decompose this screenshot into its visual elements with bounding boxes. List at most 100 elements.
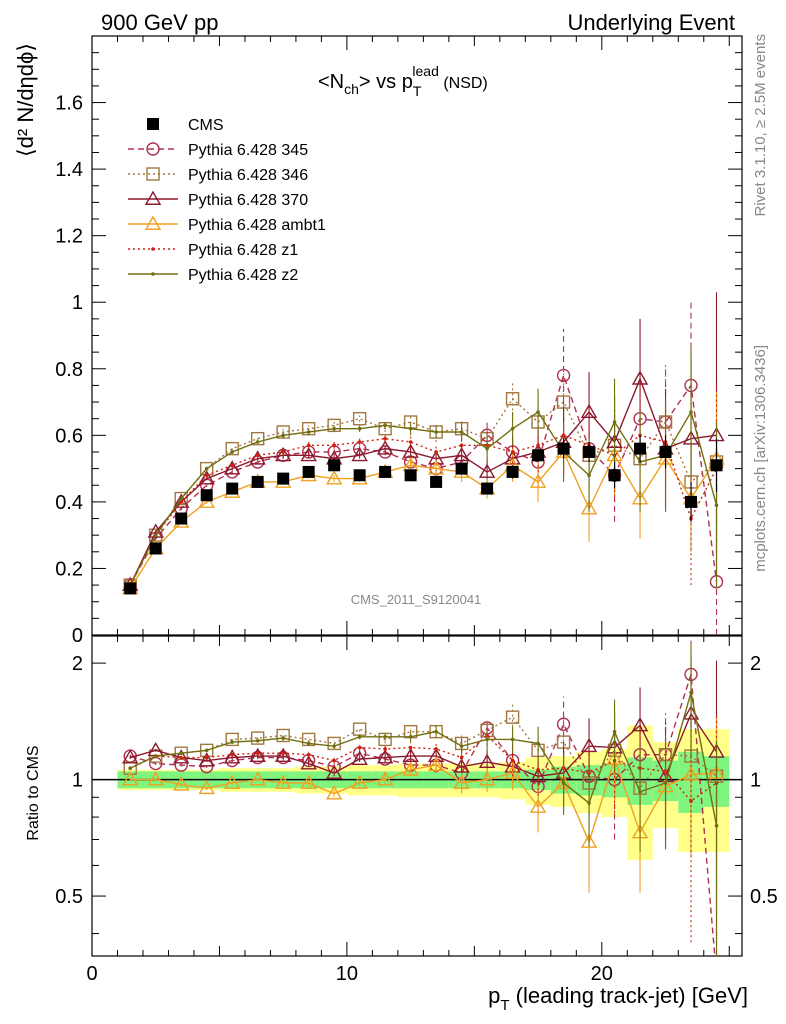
ratio-point <box>689 799 693 803</box>
main-point <box>352 411 367 426</box>
main-point <box>453 446 470 462</box>
legend-item: CMS <box>147 117 224 134</box>
main-point <box>230 463 234 468</box>
main-point <box>434 430 438 434</box>
main-point <box>300 446 317 462</box>
main-point <box>306 430 311 434</box>
main-point <box>204 473 209 478</box>
ratio-point <box>153 754 158 758</box>
main-series <box>123 302 724 635</box>
ratio-point <box>561 781 566 785</box>
ratio-point <box>459 755 464 760</box>
main-point <box>277 472 290 485</box>
ratio-point <box>580 833 598 848</box>
main-point <box>383 436 387 441</box>
main-panel: 0 0.2 0.4 0.6 0.8 1 1.2 1.4 1.6 <box>55 35 743 647</box>
legend-marker <box>151 272 155 276</box>
ratio-point <box>255 751 260 755</box>
ratio-series-line <box>129 734 717 803</box>
ratio-point <box>638 789 642 794</box>
ratio-point <box>427 756 445 772</box>
ratio-point <box>128 766 133 771</box>
main-point <box>225 441 239 456</box>
main-point <box>580 500 598 515</box>
ratio-point <box>478 753 496 768</box>
main-point <box>455 462 468 475</box>
ratio-y-tick-label-right: 2 <box>750 653 761 675</box>
ratio-point <box>250 731 265 745</box>
main-y-tick-label: 0.8 <box>55 359 83 381</box>
ratio-point <box>179 755 184 760</box>
ratio-point <box>352 722 367 736</box>
ratio-point <box>434 729 438 734</box>
ratio-point <box>223 774 241 789</box>
main-y-tick-label: 1 <box>72 292 83 314</box>
main-point <box>332 426 336 431</box>
main-y-tick-label: 1.6 <box>55 93 83 115</box>
x-axis-label: pT (leading track-jet) [GeV] <box>488 983 748 1014</box>
main-point <box>274 446 292 462</box>
analysis-watermark: CMS_2011_S9120041 <box>351 592 482 607</box>
main-y-tick-label: 0 <box>72 625 83 647</box>
ratio-ylabel: Ratio to CMS <box>25 745 42 840</box>
ratio-point <box>510 737 515 742</box>
legend-label: Pythia 6.428 345 <box>188 142 308 159</box>
ratio-point <box>689 690 693 695</box>
main-title-sub1: ch <box>344 81 359 97</box>
main-point <box>255 453 260 458</box>
main-point <box>223 460 241 475</box>
main-point <box>408 440 413 444</box>
main-point <box>204 466 209 471</box>
x-axis-label-sub: T <box>500 997 509 1014</box>
main-point <box>510 450 515 454</box>
ratio-point <box>408 734 413 739</box>
main-series-line <box>129 397 717 586</box>
main-point <box>583 445 596 458</box>
main-point <box>478 463 496 478</box>
main-point <box>332 443 336 448</box>
main-point <box>198 470 215 485</box>
main-point <box>353 469 366 482</box>
ratio-point <box>631 717 649 732</box>
main-title-tail: (NSD) <box>439 75 488 92</box>
ratio-point <box>376 749 394 764</box>
main-point <box>173 493 190 508</box>
main-point <box>634 442 647 455</box>
x-axis-label-tail: (leading track-jet) [GeV] <box>510 983 748 1008</box>
main-point <box>281 450 285 454</box>
ratio-point <box>225 732 239 747</box>
main-point <box>325 470 343 485</box>
ratio-point <box>300 774 317 789</box>
main-point <box>485 446 489 451</box>
main-point <box>200 489 213 502</box>
ratio-point <box>529 798 547 813</box>
ratio-y-tick-label: 2 <box>72 653 83 675</box>
ratio-point <box>325 764 343 779</box>
main-point <box>175 512 188 525</box>
main-point <box>357 440 362 444</box>
main-ylabel: ⟨d² N/dηdϕ⟩ <box>13 43 38 157</box>
ratio-point <box>274 747 292 763</box>
main-point <box>481 482 494 495</box>
main-title-sub2: T <box>413 83 422 99</box>
ratio-point <box>612 729 617 734</box>
ratio-point <box>485 737 489 742</box>
ratio-y-tick-label: 1 <box>72 770 83 792</box>
ratio-point <box>281 736 285 740</box>
legend-item: Pythia 6.428 ambt1 <box>128 215 326 234</box>
ratio-point <box>249 771 266 786</box>
main-point <box>174 491 188 506</box>
main-point <box>529 473 547 488</box>
main-title-mid: > vs p <box>359 71 413 93</box>
main-point <box>249 450 266 465</box>
ratio-point <box>434 747 438 751</box>
legend-label: Pythia 6.428 370 <box>188 192 308 209</box>
main-point <box>302 465 315 478</box>
main-point <box>659 445 672 458</box>
main-y-tick-label: 0.2 <box>55 558 83 580</box>
ratio-series-group <box>122 636 725 956</box>
main-title-part: <N <box>318 71 344 93</box>
main-point <box>281 433 285 438</box>
main-y-tick-label: 0.4 <box>55 492 83 514</box>
main-series-line <box>129 434 718 586</box>
